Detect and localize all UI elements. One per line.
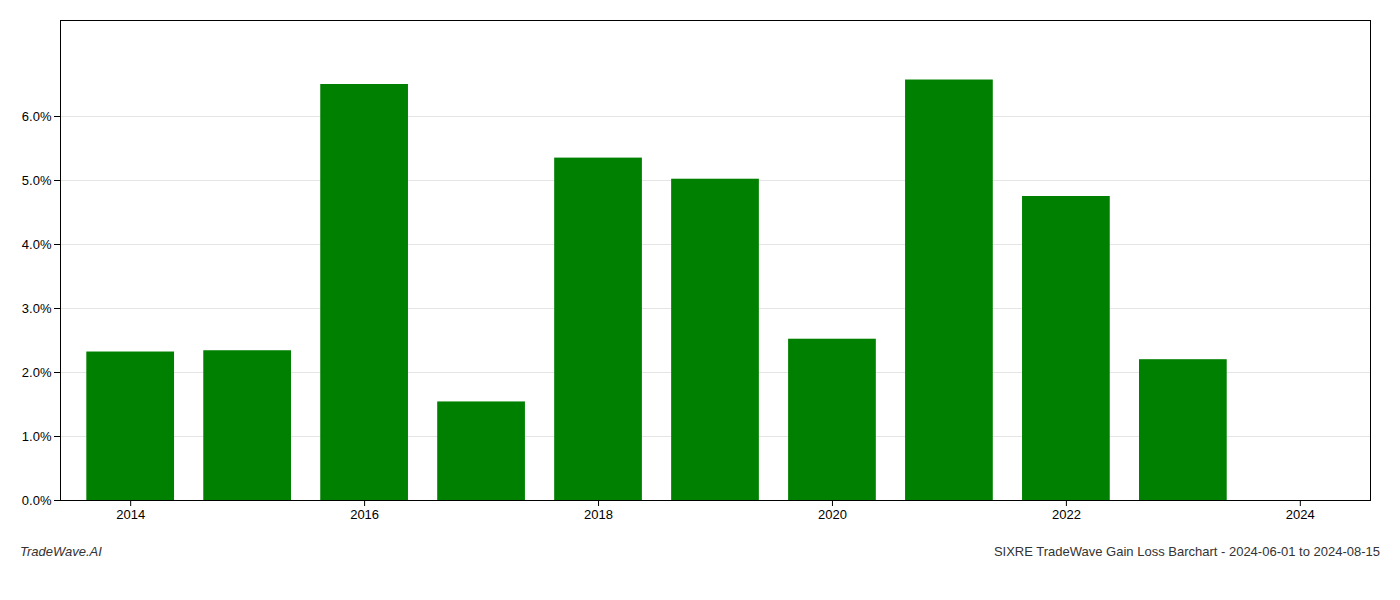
svg-text:2020: 2020 [818, 507, 847, 522]
svg-text:2018: 2018 [584, 507, 613, 522]
svg-text:0.0%: 0.0% [22, 493, 52, 508]
svg-text:2.0%: 2.0% [22, 365, 52, 380]
svg-text:3.0%: 3.0% [22, 301, 52, 316]
svg-text:4.0%: 4.0% [22, 237, 52, 252]
svg-text:2016: 2016 [350, 507, 379, 522]
html-text:SIXRE TradeWave Gain Loss Barc: SIXRE TradeWave Gain Loss Barchart - 202… [993, 544, 1380, 559]
svg-text:6.0%: 6.0% [22, 109, 52, 124]
svg-text:2022: 2022 [1052, 507, 1081, 522]
html-text:TradeWave.AI: TradeWave.AI [20, 544, 102, 559]
svg-text:2014: 2014 [116, 507, 145, 522]
svg-text:2024: 2024 [1286, 507, 1315, 522]
svg-text:5.0%: 5.0% [22, 173, 52, 188]
svg-text:1.0%: 1.0% [22, 429, 52, 444]
